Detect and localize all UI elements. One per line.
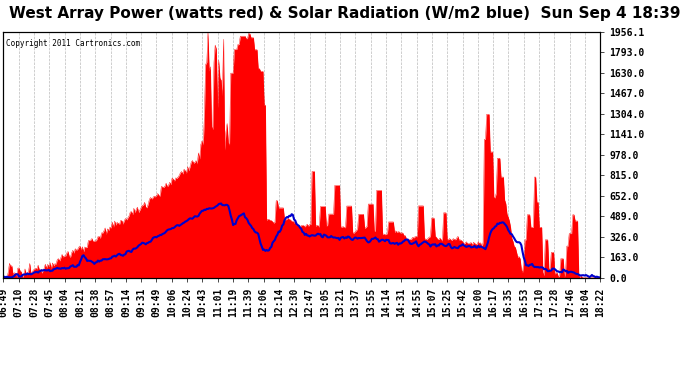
Text: 16:17: 16:17	[488, 287, 498, 317]
Text: 10:24: 10:24	[182, 287, 192, 317]
Text: 08:38: 08:38	[90, 287, 100, 317]
Text: 13:37: 13:37	[351, 287, 360, 317]
Text: West Array Power (watts red) & Solar Radiation (W/m2 blue)  Sun Sep 4 18:39: West Array Power (watts red) & Solar Rad…	[9, 6, 681, 21]
Text: 15:25: 15:25	[442, 287, 452, 317]
Text: 06:49: 06:49	[0, 287, 8, 317]
Text: 12:14: 12:14	[274, 287, 284, 317]
Text: 16:00: 16:00	[473, 287, 483, 317]
Text: 18:04: 18:04	[580, 287, 590, 317]
Text: 08:21: 08:21	[75, 287, 85, 317]
Text: 16:53: 16:53	[519, 287, 529, 317]
Text: 17:28: 17:28	[549, 287, 560, 317]
Text: 12:30: 12:30	[289, 287, 299, 317]
Text: 15:07: 15:07	[427, 287, 437, 317]
Text: 07:10: 07:10	[14, 287, 23, 317]
Text: 12:06: 12:06	[259, 287, 268, 317]
Text: 09:49: 09:49	[152, 287, 161, 317]
Text: 11:39: 11:39	[244, 287, 253, 317]
Text: 11:01: 11:01	[213, 287, 223, 317]
Text: 13:05: 13:05	[320, 287, 330, 317]
Text: 12:47: 12:47	[304, 287, 315, 317]
Text: 18:22: 18:22	[595, 287, 605, 317]
Text: 13:55: 13:55	[366, 287, 376, 317]
Text: 16:35: 16:35	[504, 287, 513, 317]
Text: 09:31: 09:31	[136, 287, 146, 317]
Text: 13:21: 13:21	[335, 287, 345, 317]
Text: 14:14: 14:14	[381, 287, 391, 317]
Text: 15:42: 15:42	[457, 287, 468, 317]
Text: 07:45: 07:45	[44, 287, 55, 317]
Text: Copyright 2011 Cartronics.com: Copyright 2011 Cartronics.com	[6, 39, 141, 48]
Text: 07:28: 07:28	[29, 287, 39, 317]
Text: 14:31: 14:31	[396, 287, 406, 317]
Text: 08:04: 08:04	[59, 287, 70, 317]
Text: 17:10: 17:10	[534, 287, 544, 317]
Text: 14:55: 14:55	[412, 287, 422, 317]
Text: 17:46: 17:46	[564, 287, 575, 317]
Text: 10:43: 10:43	[197, 287, 208, 317]
Text: 11:19: 11:19	[228, 287, 238, 317]
Text: 09:14: 09:14	[121, 287, 131, 317]
Text: 08:57: 08:57	[106, 287, 116, 317]
Text: 10:06: 10:06	[167, 287, 177, 317]
